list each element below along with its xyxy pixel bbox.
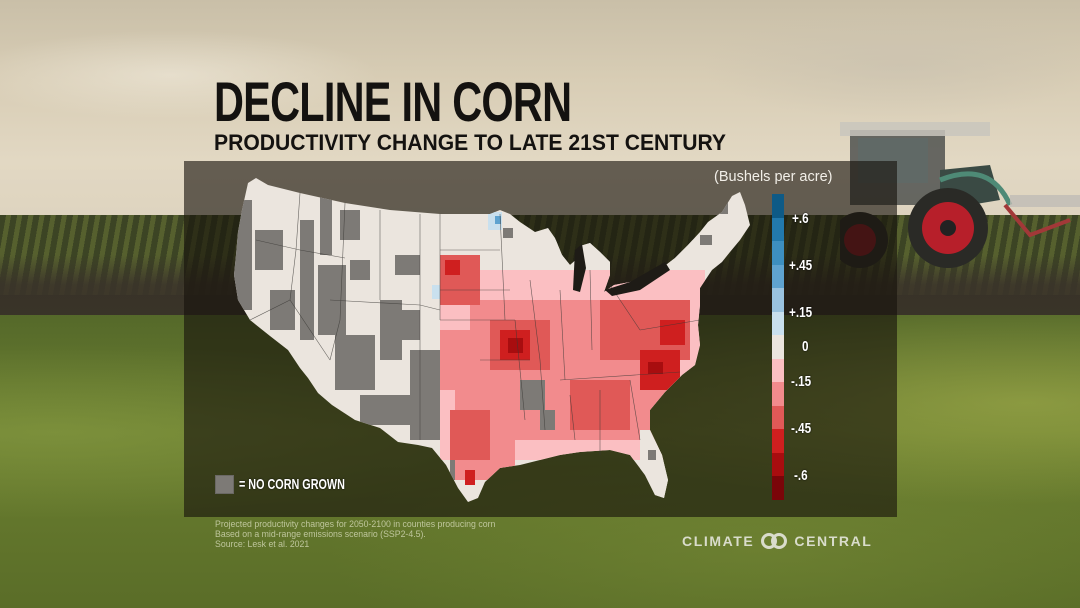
colorbar-tick: -.6 — [794, 467, 808, 484]
state-borders — [249, 192, 701, 455]
climate-central-rings-icon — [761, 533, 788, 549]
note-line: Projected productivity changes for 2050-… — [215, 519, 496, 530]
brand-left: CLIMATE — [682, 533, 755, 549]
colorbar-tick: -.45 — [791, 420, 812, 437]
page-title: DECLINE IN CORN — [214, 70, 572, 133]
page-subtitle: PRODUCTIVITY CHANGE TO LATE 21ST CENTURY — [214, 130, 727, 155]
colorbar-tick: +.15 — [789, 304, 813, 321]
note-line: Source: Lesk et al. 2021 — [215, 539, 310, 550]
colorbar-step — [772, 358, 784, 383]
colorbar — [772, 194, 784, 500]
colorbar-step — [772, 194, 784, 218]
no-corn-legend: = NO CORN GROWN — [215, 475, 386, 494]
brand-right: CENTRAL — [794, 533, 873, 549]
colorbar-tick: +.45 — [789, 257, 813, 274]
colorbar-step — [772, 382, 784, 406]
colorbar-step — [772, 217, 784, 242]
colorbar-step — [772, 288, 784, 312]
colorbar-tick: 0 — [802, 338, 809, 355]
colorbar-tick: -.15 — [791, 373, 812, 390]
colorbar-step — [772, 335, 784, 359]
legend-unit-label: (Bushels per acre) — [714, 169, 833, 185]
climate-central-logo: CLIMATE CENTRAL — [682, 533, 872, 549]
colorbar-step — [772, 452, 784, 477]
great-lakes — [573, 244, 670, 296]
map-fills — [234, 178, 750, 502]
no-corn-label: = NO CORN GROWN — [239, 476, 345, 493]
colorbar-step — [772, 311, 784, 336]
colorbar-step — [772, 264, 784, 289]
source-notes: Projected productivity changes for 2050-… — [215, 520, 495, 550]
note-line: Based on a mid-range emissions scenario … — [215, 529, 426, 540]
colorbar-step — [772, 241, 784, 265]
colorbar-step — [772, 476, 784, 500]
colorbar-step — [772, 405, 784, 430]
colorbar-step — [772, 429, 784, 453]
cloud — [700, 10, 1080, 120]
cloud — [0, 30, 380, 120]
colorbar-tick: +.6 — [792, 210, 809, 227]
no-corn-swatch — [215, 475, 234, 494]
